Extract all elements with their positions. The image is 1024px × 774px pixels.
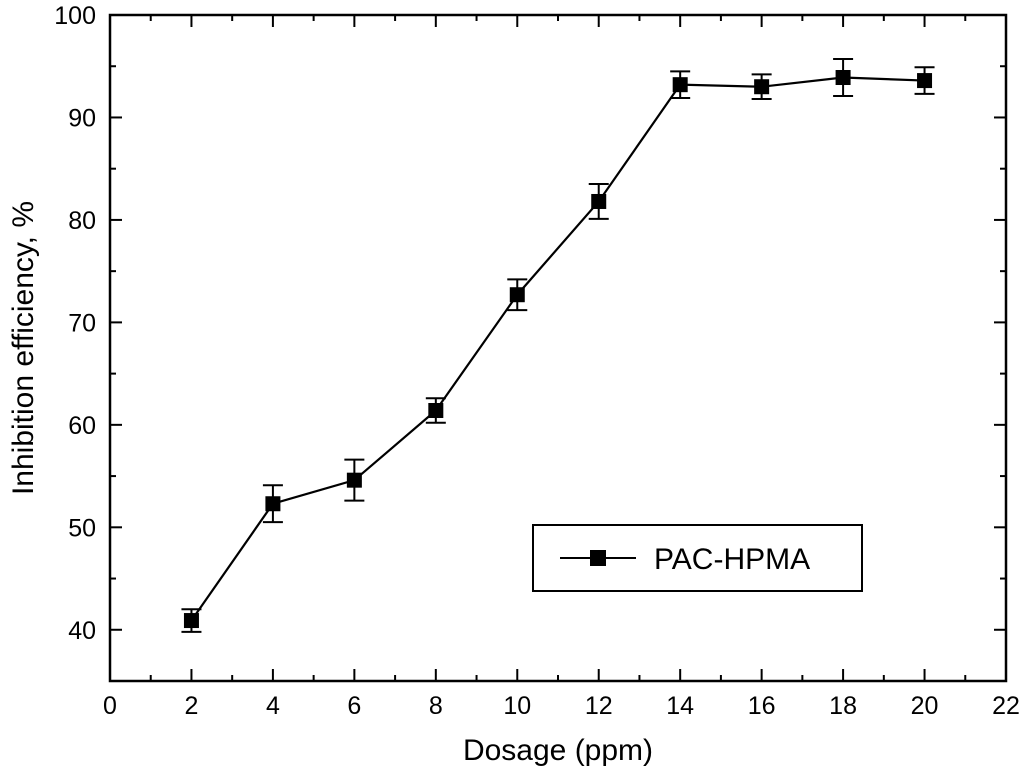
series-line [190, 76, 925, 622]
x-tick-label: 10 [503, 692, 531, 720]
legend-label: PAC-HPMA [654, 543, 810, 576]
y-tick-label: 60 [68, 412, 96, 440]
x-tick-label: 12 [585, 692, 613, 720]
data-point [591, 193, 607, 209]
data-point [917, 73, 933, 89]
x-tick-label: 2 [185, 692, 199, 720]
legend-marker-square [590, 550, 606, 566]
x-tick-label: 18 [829, 692, 857, 720]
data-point [428, 403, 444, 419]
y-tick-label: 90 [68, 104, 96, 132]
data-point [509, 287, 525, 303]
x-tick-label: 22 [992, 692, 1020, 720]
x-tick-label: 6 [347, 692, 361, 720]
y-tick-label: 70 [68, 309, 96, 337]
y-tick-label: 50 [68, 514, 96, 542]
legend: PAC-HPMA [532, 524, 863, 592]
data-point [346, 472, 362, 488]
series-layer [181, 58, 935, 633]
y-axis-ticks: 40 50 60 70 80 90 100 [54, 2, 1006, 645]
data-point [835, 70, 851, 86]
y-axis-title: Inhibition efficiency, % [7, 201, 40, 495]
data-point [183, 613, 199, 629]
y-tick-label: 80 [68, 207, 96, 235]
y-tick-label: 100 [54, 2, 96, 30]
x-tick-label: 8 [429, 692, 443, 720]
data-point [672, 77, 688, 93]
x-tick-label: 20 [911, 692, 939, 720]
x-axis-ticks: 0 2 4 6 8 10 12 14 16 18 20 22 [103, 15, 1020, 720]
plot-frame [108, 13, 1008, 683]
x-tick-label: 14 [666, 692, 694, 720]
x-tick-label: 16 [748, 692, 776, 720]
x-tick-label: 0 [103, 692, 117, 720]
data-point [754, 79, 770, 95]
x-axis-title: Dosage (ppm) [463, 734, 653, 767]
y-tick-label: 40 [68, 617, 96, 645]
x-tick-label: 4 [266, 692, 280, 720]
data-point [265, 496, 281, 512]
